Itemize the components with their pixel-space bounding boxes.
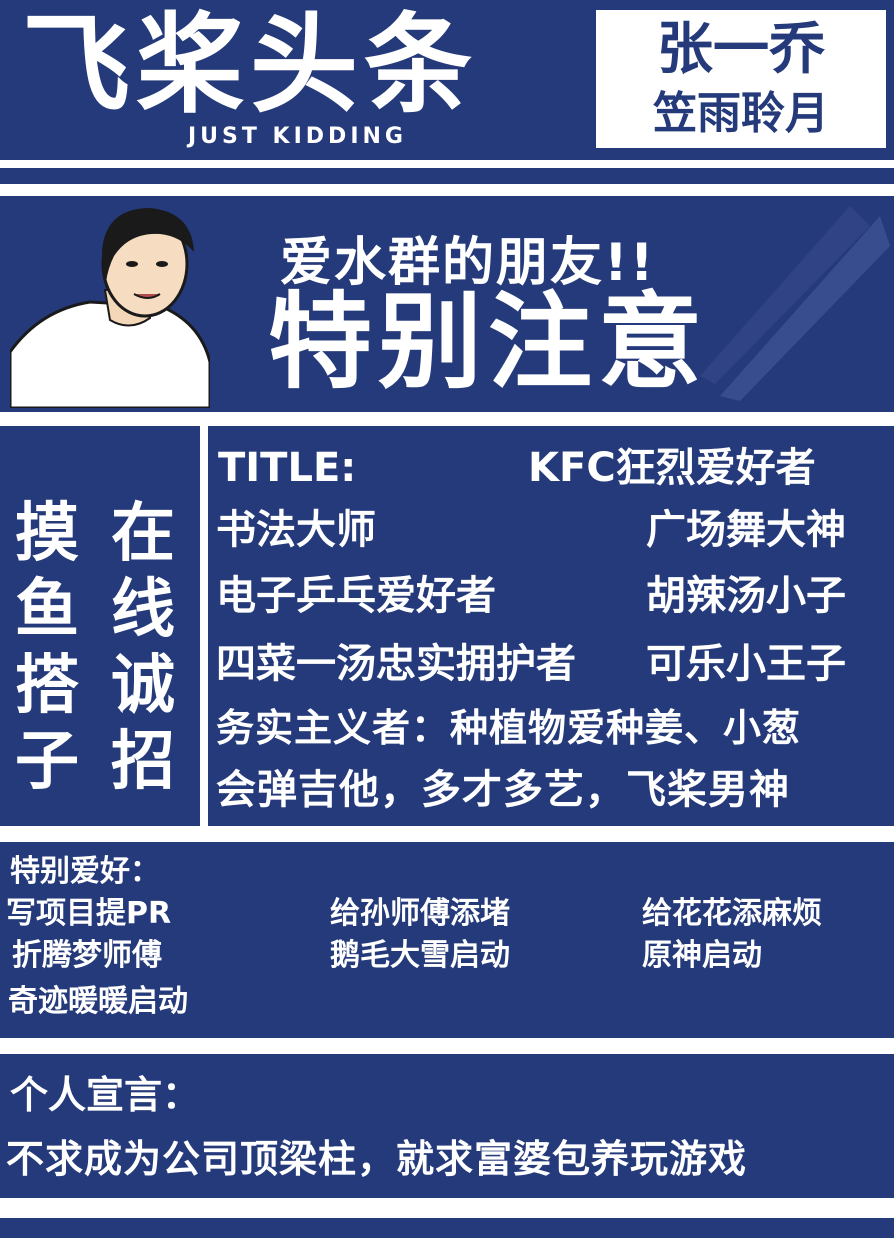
hobby-item: 原神启动	[642, 938, 762, 973]
banner: 爱水群的朋友!! 特别注意	[0, 196, 894, 412]
masthead-title: 飞桨头条	[22, 3, 479, 128]
name-box: 张一乔 笠雨聆月	[596, 10, 886, 148]
title-item: 广场舞大神	[646, 507, 846, 553]
title-line-pragmatist: 务实主义者：种植物爱种姜、小葱	[216, 706, 802, 750]
hobby-item: 奇迹暖暖启动	[8, 984, 188, 1019]
recruit-text-right: 在线诚招	[111, 497, 175, 799]
person-illustration	[10, 208, 210, 408]
title-item: 可乐小王子	[646, 641, 846, 687]
title-item: KFC狂烈爱好者	[528, 445, 816, 491]
title-item: 电子乒乓爱好者	[216, 573, 496, 619]
titles-heading: TITLE:	[218, 445, 357, 491]
author-name: 张一乔	[657, 17, 825, 82]
masthead: 飞桨头条 JUST KIDDING 张一乔 笠雨聆月	[0, 0, 894, 160]
banner-main-title: 特别注意	[268, 281, 709, 403]
banner-headline: 爱水群的朋友!!	[280, 233, 656, 293]
author-nickname: 笠雨聆月	[653, 88, 829, 139]
divider-rule	[0, 168, 894, 184]
divider-rule-bottom	[0, 1218, 894, 1238]
recruit-text-left: 摸鱼搭子	[15, 497, 79, 799]
hobby-item: 给花花添麻烦	[642, 896, 822, 931]
manifesto-heading: 个人宣言：	[10, 1073, 201, 1117]
titles-panel: TITLE: KFC狂烈爱好者 书法大师 广场舞大神 电子乒乓爱好者 胡辣汤小子…	[208, 426, 894, 826]
brush-stroke-decoration	[700, 206, 890, 401]
hobby-item: 鹅毛大雪启动	[330, 938, 510, 973]
masthead-subtitle: JUST KIDDING	[188, 124, 407, 149]
manifesto-panel: 个人宣言： 不求成为公司顶梁柱，就求富婆包养玩游戏	[0, 1054, 894, 1198]
title-item: 胡辣汤小子	[646, 573, 846, 619]
hobbies-panel: 特别爱好： 写项目提PR 给孙师傅添堵 给花花添麻烦 折腾梦师傅 鹅毛大雪启动 …	[0, 842, 894, 1038]
hobby-item: 给孙师傅添堵	[330, 896, 510, 931]
recruit-panel: 摸鱼搭子 在线诚招	[0, 426, 200, 826]
title-item: 书法大师	[216, 507, 376, 553]
hobbies-heading: 特别爱好：	[10, 854, 160, 889]
hobby-item: 折腾梦师傅	[12, 938, 162, 973]
title-line-guitar: 会弹吉他，多才多艺，飞桨男神	[216, 767, 790, 813]
title-item: 四菜一汤忠实拥护者	[216, 641, 576, 687]
hobby-item: 写项目提PR	[6, 896, 172, 931]
manifesto-text: 不求成为公司顶梁柱，就求富婆包养玩游戏	[6, 1137, 748, 1181]
